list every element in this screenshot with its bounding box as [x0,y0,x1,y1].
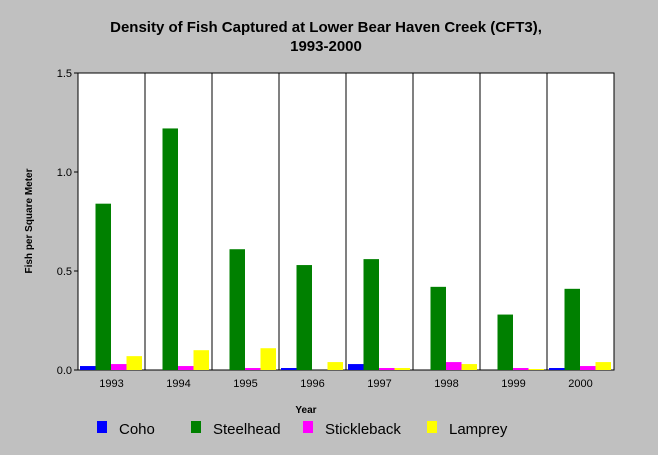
bar-coho-2000 [549,368,565,370]
legend-swatch-steelhead [191,421,201,433]
bar-stickleback-2000 [580,366,596,370]
bar-lamprey-1993 [126,356,142,370]
bar-steelhead-1995 [229,249,245,370]
bar-stickleback-1999 [513,368,529,370]
bars [80,128,611,370]
bar-lamprey-1997 [394,368,410,370]
bar-steelhead-1994 [162,128,178,370]
grid-lines [144,73,548,370]
legend: Coho Steelhead Stickleback Lamprey [97,421,508,438]
chart-title-line1: Density of Fish Captured at Lower Bear H… [110,19,542,36]
x-tick-label: 1995 [233,378,257,390]
bar-lamprey-1994 [193,350,209,370]
bar-lamprey-1995 [260,348,276,370]
bar-stickleback-1997 [379,368,395,370]
legend-label-lamprey: Lamprey [449,421,508,438]
bar-lamprey-1996 [327,362,343,370]
x-tick-label: 1993 [99,378,123,390]
y-tick-label: 0.0 [57,365,72,377]
x-tick-label: 1998 [434,378,458,390]
bar-steelhead-2000 [564,288,580,370]
bar-coho-1996 [281,368,297,370]
bar-lamprey-1998 [461,364,477,370]
legend-label-coho: Coho [119,421,155,438]
bar-stickleback-1993 [111,364,127,370]
bar-stickleback-1995 [245,368,261,370]
x-axis-label: Year [295,405,316,416]
bar-steelhead-1998 [430,286,446,370]
y-axis-label: Fish per Square Meter [24,168,35,273]
x-tick-label: 2000 [568,378,592,390]
chart-title-line2: 1993-2000 [290,38,362,55]
y-tick-label: 1.0 [57,167,72,179]
legend-swatch-lamprey [427,421,437,433]
bar-steelhead-1993 [95,203,111,370]
bar-steelhead-1999 [497,314,513,370]
x-tick-label: 1999 [501,378,525,390]
bar-lamprey-1999 [528,369,544,370]
y-axis: 0.0 0.5 1.0 1.5 [57,68,78,377]
bar-stickleback-1994 [178,366,194,370]
bar-lamprey-2000 [595,362,611,370]
legend-swatch-stickleback [303,421,313,433]
x-axis: 1993 1994 1995 1996 1997 1998 1999 2000 [99,378,592,390]
legend-swatch-coho [97,421,107,433]
x-tick-label: 1997 [367,378,391,390]
bar-stickleback-1998 [446,362,462,370]
y-tick-label: 0.5 [57,266,72,278]
bar-steelhead-1997 [363,259,379,370]
x-tick-label: 1996 [300,378,324,390]
legend-label-stickleback: Stickleback [325,421,401,438]
bar-coho-1997 [348,364,364,370]
legend-label-steelhead: Steelhead [213,421,281,438]
bar-coho-1993 [80,366,96,370]
bar-steelhead-1996 [296,265,312,370]
x-tick-label: 1994 [166,378,190,390]
y-tick-label: 1.5 [57,68,72,80]
